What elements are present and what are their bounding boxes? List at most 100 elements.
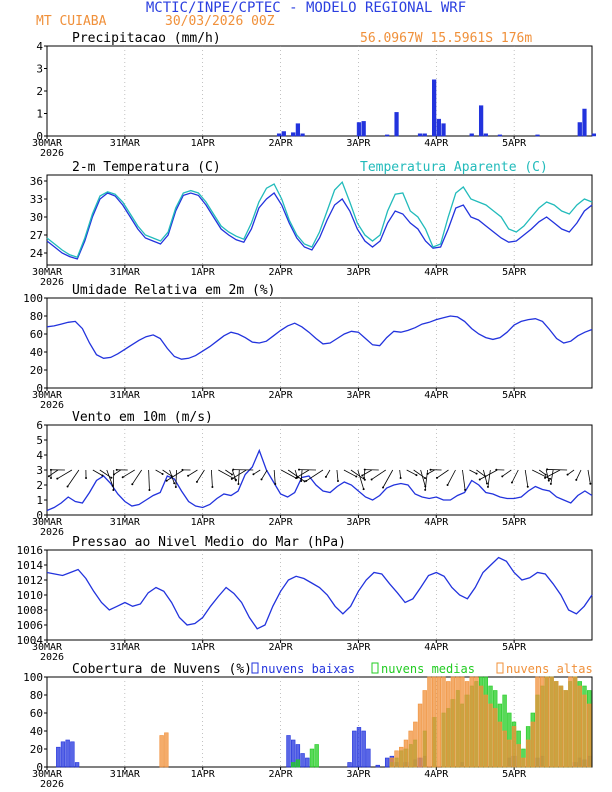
wind-arrow-head [181,468,184,471]
y-tick-label: 0 [36,509,43,522]
legend-swatch [371,662,379,674]
wind-arrow [231,469,247,480]
y-tick-label: 1004 [17,634,44,647]
wind-arrow [406,469,417,476]
bar [455,676,460,768]
wind-arrow [544,469,561,479]
wind-arrow [48,469,59,477]
bar [300,133,305,137]
y-tick-label: 2 [36,85,43,98]
location-label: MT CUIABA [36,14,107,29]
wind-arrow [300,469,303,481]
wind-arrow [231,469,237,481]
wind-arrow [447,469,456,486]
wind-arrow [420,469,426,487]
wind-arrow-head [362,488,365,491]
wind-arrow [225,469,233,475]
wind-arrow-head [173,482,176,485]
legend-swatch [251,662,259,674]
wind-arrow-head [101,474,104,477]
x-tick-label: 4APR [424,769,449,780]
panel-precip: 0 1 2 3 4 30MAR 31MAR 1APR 2APR 3APR 4APR 5APR 2026 P… [32,31,597,159]
series-nuvens-altas [159,676,592,768]
y-tick-label: 33 [30,193,43,206]
x-tick-label: 2APR [269,267,294,278]
bar [65,739,70,768]
wind-arrow-head [174,485,177,488]
wind-arrow-head [56,477,59,480]
wind-arrow-head [363,468,366,471]
bar [56,746,61,768]
x-tick-label: 1APR [191,642,216,653]
wind-arrow-head [399,476,402,479]
y-tick-label: 27 [30,229,43,242]
wind-arrow [187,469,198,477]
wind-arrow [436,469,449,479]
y-tick-label: 80 [30,310,43,323]
bar [74,762,80,768]
wind-arrow [462,469,466,490]
bar [295,759,301,768]
wind-arrow [261,469,268,480]
bar [408,730,413,768]
x-tick-label: 4APR [424,517,449,528]
legend-entry: nuvens altas [506,662,593,676]
wind-arrow-head [544,476,547,479]
x-tick-label: 5APR [502,642,527,653]
wind-arrow [57,469,73,480]
bar [591,133,597,137]
bar [403,739,409,768]
bar [432,79,437,137]
bar [544,676,550,768]
wind-arrow-head [232,468,235,471]
bar [385,134,390,137]
x-year-label: 2026 [40,652,64,663]
wind-arrow-head [486,485,489,488]
wind-arrow-head [66,485,69,488]
wind-arrow-head [547,479,550,482]
bar [70,741,75,768]
wind-arrow [148,469,150,491]
wind-arrow-head [485,482,488,485]
x-tick-label: 5APR [502,138,527,149]
wind-arrow [550,469,554,484]
wind-arrow-head [566,473,569,476]
panel-frame [46,297,593,389]
x-tick-label: 2APR [269,390,294,401]
y-tick-label: 5 [36,434,43,447]
wind-arrow [524,469,529,487]
wind-arrow [476,469,486,477]
x-year-label: 2026 [40,400,64,411]
wind-arrow [155,469,163,475]
y-tick-label: 36 [30,175,43,188]
wind-arrow-head [426,472,429,475]
wind-arrow-head [161,472,164,475]
x-year-label: 2026 [40,779,64,790]
bar [300,753,305,768]
x-year-label: 2026 [40,148,64,159]
wind-arrow [122,469,135,478]
bar [314,744,319,768]
panel-title: Pressao ao Nivel Medio do Mar (hPa) [72,535,346,550]
wind-arrow [106,469,114,487]
wind-arrow [113,469,121,475]
bar [497,134,503,137]
wind-arrow-head [589,482,592,485]
bar [582,108,587,137]
bar [347,762,352,768]
wind-arrow-head [370,478,373,481]
x-tick-label: 3APR [346,138,371,149]
x-tick-label: 5APR [502,390,527,401]
bar [422,690,427,768]
bar [286,735,291,768]
wind-arrow [169,469,175,484]
wind-arrow [92,469,103,476]
bar [493,708,498,768]
x-tick-label: 1APR [191,390,216,401]
y-tick-label: 0 [36,761,43,774]
wind-arrow-head [526,485,529,488]
panel-rh: 0 20 40 60 80 100 30MAR 31MAR 1APR 2APR 3APR 4APR 5A… [23,283,593,411]
y-tick-label: 0 [36,382,43,395]
y-tick-label: 20 [30,743,43,756]
wind-arrow [175,469,177,488]
